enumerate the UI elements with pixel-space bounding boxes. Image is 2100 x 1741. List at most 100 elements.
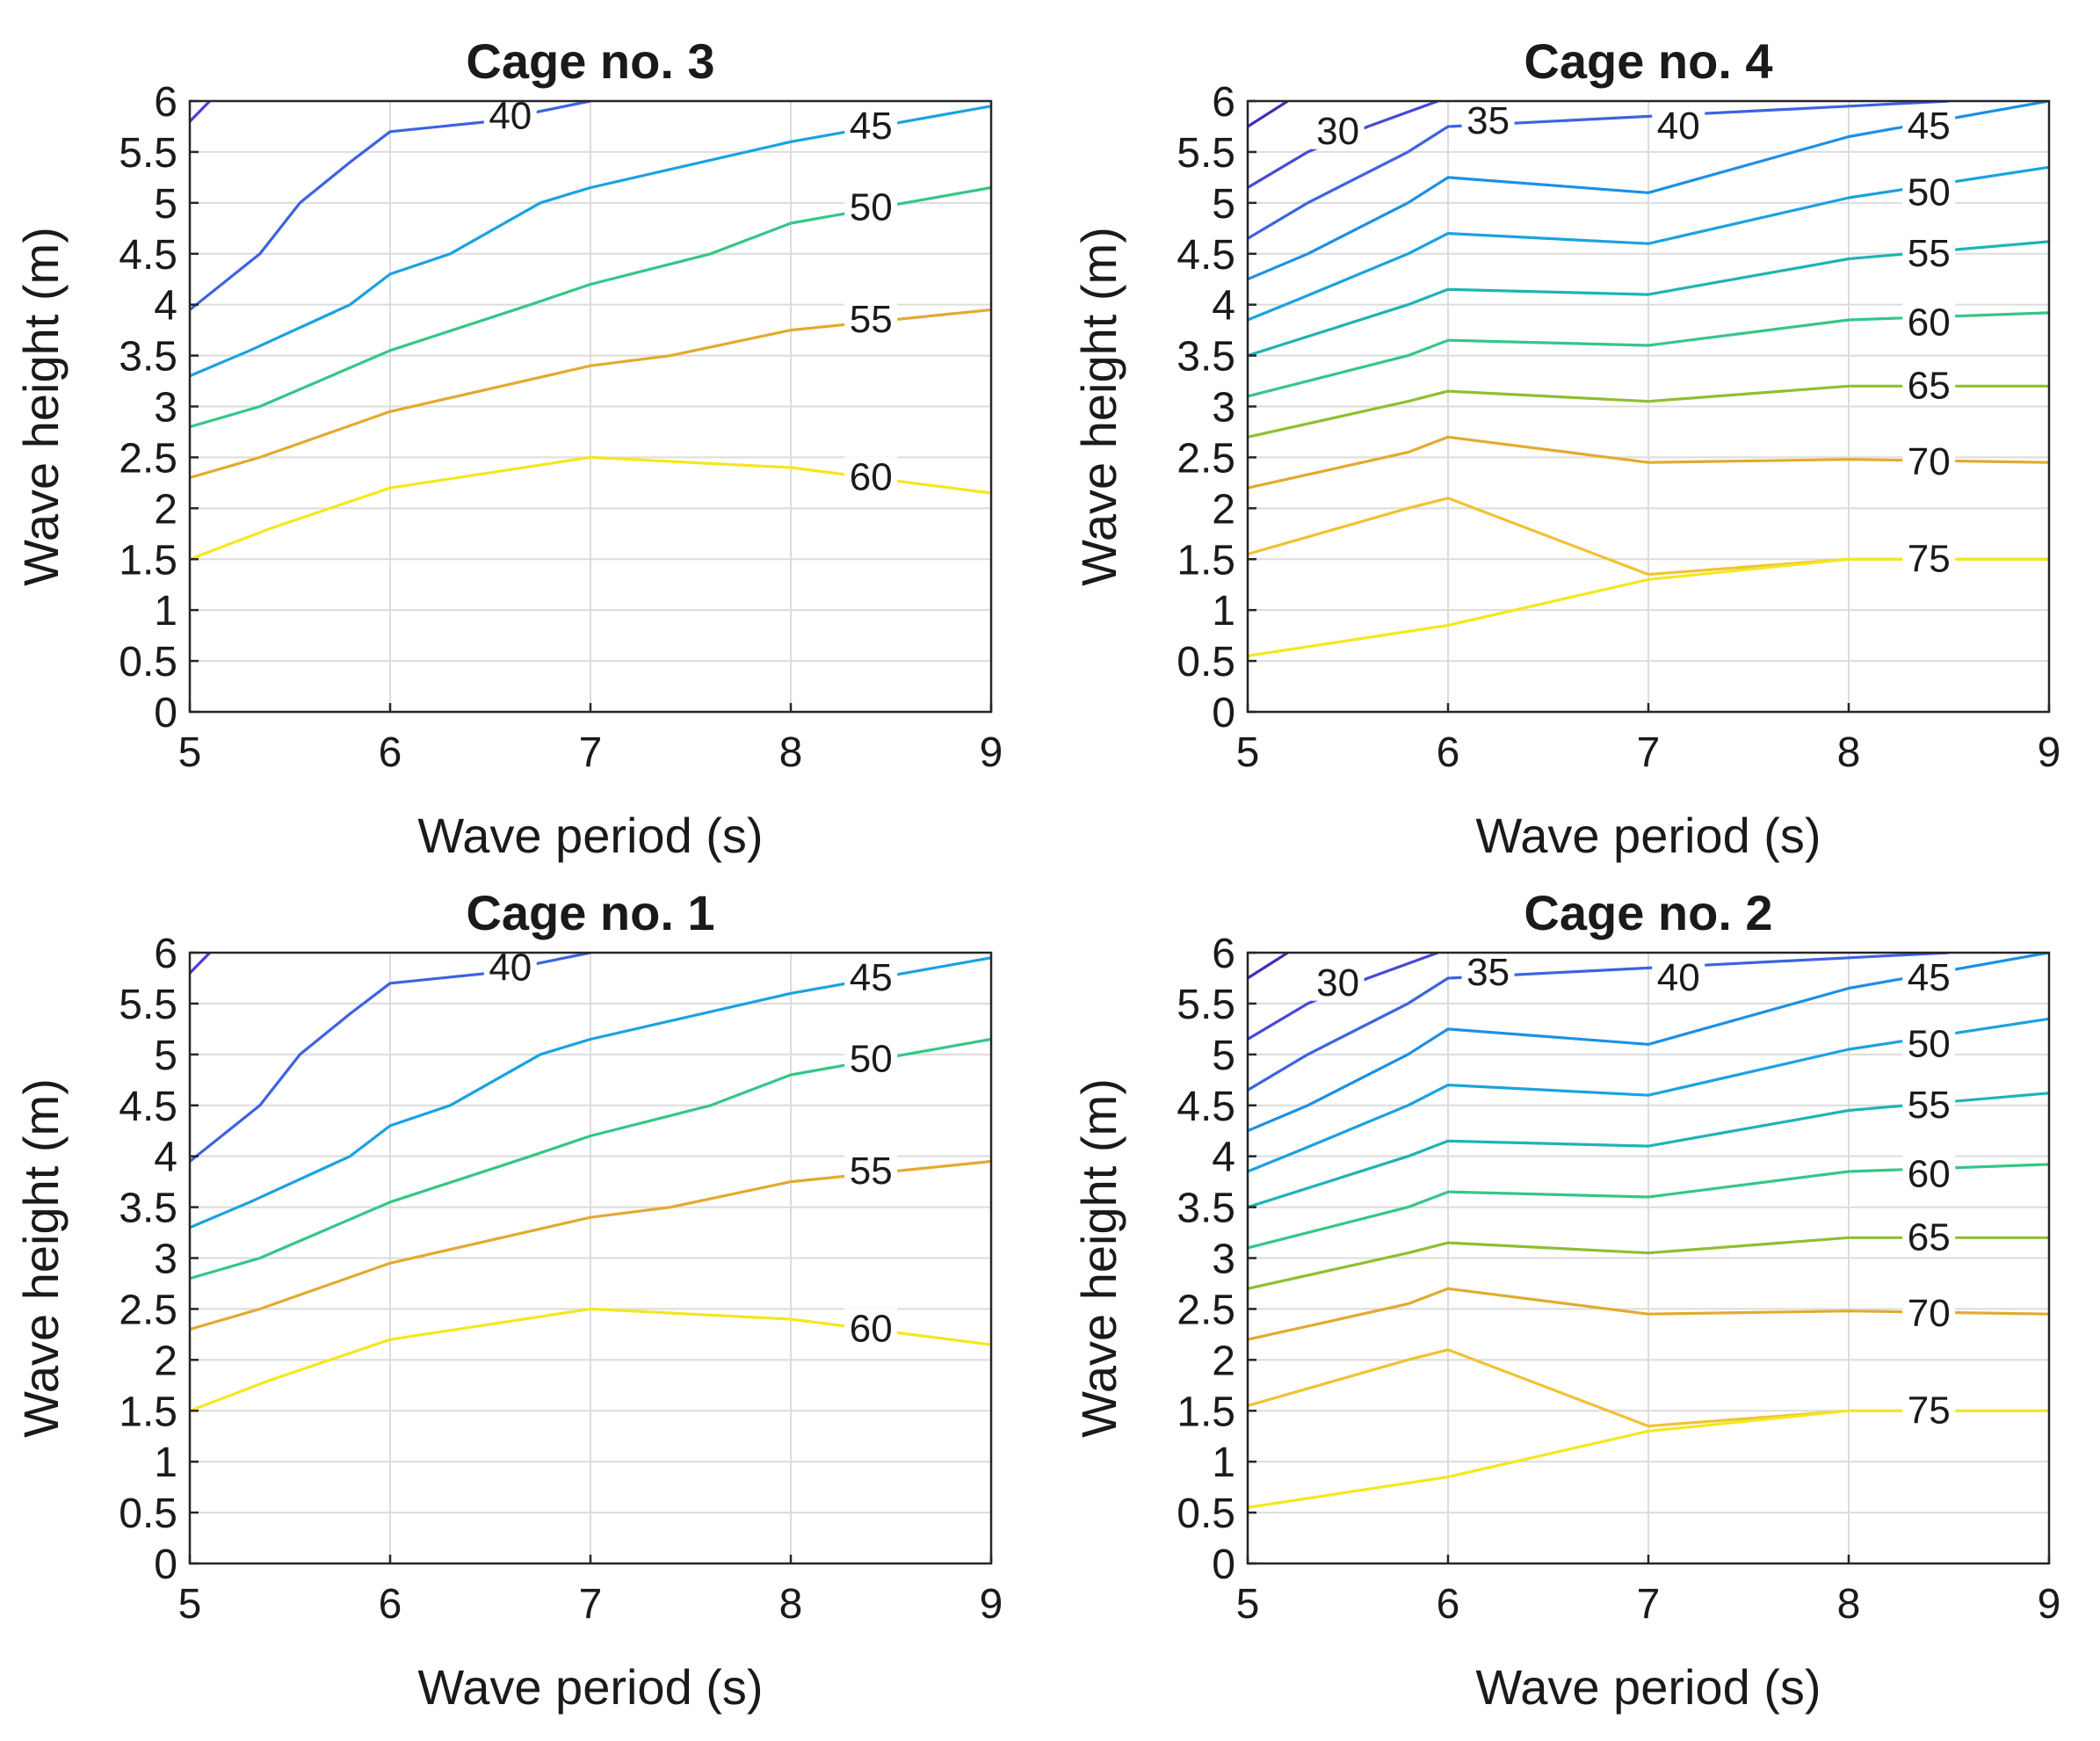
x-tick-label: 5: [178, 1581, 202, 1628]
contour-label-bg: [844, 1308, 898, 1347]
x-tick-label: 6: [1437, 729, 1460, 776]
y-tick-label: 6: [1212, 79, 1235, 126]
contour-label-bg: [1902, 1084, 1956, 1123]
contour-label-bg: [1902, 1293, 1956, 1332]
y-tick-label: 4: [154, 283, 177, 330]
y-tick-label: 1.5: [1177, 537, 1235, 584]
contour-line-45: [190, 956, 991, 1230]
y-tick-label: 2: [1212, 1338, 1235, 1384]
contour-line-60: [1248, 1236, 2049, 1290]
contour-label-bg: [1461, 100, 1515, 140]
y-tick-label: 4: [154, 1135, 177, 1181]
contour-label-55: 55: [1908, 1084, 1951, 1127]
y-axis-label: Wave height (m): [13, 227, 69, 586]
y-tick-label: 3: [1212, 385, 1235, 432]
contour-label-bg: [1902, 171, 1956, 211]
x-tick-label: 7: [579, 729, 603, 776]
y-tick-label: 6: [154, 931, 177, 977]
contour-label-75: 75: [1908, 537, 1951, 580]
contour-line-45: [190, 105, 991, 378]
y-tick-label: 4.5: [119, 1084, 177, 1130]
contour-label-40: 40: [1657, 105, 1700, 148]
contour-label-45: 45: [850, 105, 893, 148]
y-tick-label: 5: [154, 181, 177, 228]
y-tick-label: 3: [154, 1237, 177, 1283]
contour-label-40: 40: [1657, 956, 1700, 999]
contour-label-50: 50: [850, 1038, 893, 1081]
contour-line-65: [1248, 435, 2049, 490]
y-tick-label: 3: [154, 385, 177, 432]
contour-line-25: [1248, 101, 1289, 128]
contour-label-bg: [1461, 952, 1515, 991]
chart-title: Cage no. 2: [1524, 885, 1772, 940]
x-tick-label: 6: [379, 1581, 402, 1628]
y-tick-label: 1: [1212, 588, 1235, 635]
y-tick-label: 4: [1212, 283, 1235, 330]
x-tick-label: 7: [579, 1581, 603, 1628]
x-axis-label: Wave period (s): [417, 808, 763, 863]
contour-line-40: [1248, 101, 2049, 281]
y-tick-label: 3: [1212, 1237, 1235, 1283]
chart-title: Cage no. 1: [466, 885, 714, 940]
contour-label-30: 30: [1316, 110, 1359, 153]
contour-label-bg: [1652, 956, 1705, 996]
contour-label-65: 65: [1908, 364, 1951, 407]
contour-label-bg: [1311, 961, 1365, 1001]
chart-title: Cage no. 4: [1524, 33, 1772, 89]
y-tick-label: 0.5: [1177, 639, 1235, 686]
contour-line-40: [1248, 953, 2049, 1133]
x-tick-label: 5: [1236, 1581, 1260, 1628]
contour-label-bg: [1902, 1216, 1956, 1256]
y-tick-label: 1.5: [1177, 1389, 1235, 1435]
contour-label-bg: [844, 1038, 898, 1077]
y-tick-label: 4.5: [1177, 1084, 1235, 1130]
contour-line-60: [190, 1307, 991, 1412]
y-tick-label: 0: [1212, 1542, 1235, 1588]
contour-label-bg: [844, 956, 898, 996]
y-tick-label: 0.5: [119, 1491, 177, 1537]
y-tick-label: 0: [1212, 690, 1235, 736]
contour-line-65: [1248, 1287, 2049, 1341]
contour-label-bg: [1652, 105, 1705, 144]
contour-label-45: 45: [850, 956, 893, 999]
contour-line-50: [190, 185, 991, 429]
y-tick-label: 1: [154, 588, 177, 635]
contour-label-bg: [1902, 365, 1956, 404]
y-tick-label: 0.5: [119, 639, 177, 686]
contour-label-60: 60: [850, 456, 893, 499]
y-axis-label: Wave height (m): [1071, 1078, 1126, 1438]
x-axis-label: Wave period (s): [417, 1659, 763, 1715]
x-tick-label: 6: [379, 729, 402, 776]
contour-line-25: [1248, 953, 1289, 980]
x-tick-label: 8: [779, 729, 803, 776]
contour-label-50: 50: [1908, 170, 1951, 214]
y-tick-label: 4.5: [119, 232, 177, 279]
x-tick-label: 9: [980, 729, 1003, 776]
x-tick-label: 5: [1236, 729, 1260, 776]
x-axis-label: Wave period (s): [1475, 1659, 1821, 1715]
contour-label-35: 35: [1466, 99, 1510, 142]
contour-line-35: [1248, 101, 1950, 240]
y-tick-label: 6: [154, 79, 177, 126]
contour-label-45: 45: [1908, 105, 1951, 148]
y-tick-label: 4: [1212, 1135, 1235, 1181]
contour-line-55: [190, 308, 991, 480]
chart-title: Cage no. 3: [466, 33, 714, 89]
contour-label-bg: [1902, 1389, 1956, 1429]
y-tick-label: 0: [154, 690, 177, 736]
x-tick-label: 8: [1837, 1581, 1861, 1628]
contour-label-bg: [844, 105, 898, 144]
x-tick-label: 7: [1637, 729, 1661, 776]
contour-line-35: [1248, 953, 1950, 1092]
y-tick-label: 4.5: [1177, 232, 1235, 279]
contour-label-35: 35: [1466, 951, 1510, 994]
contour-label-bg: [1902, 441, 1956, 481]
contour-line-35: [190, 953, 211, 975]
contour-line-60: [1248, 384, 2049, 439]
contour-label-bg: [1902, 1153, 1956, 1193]
contour-line-35: [190, 101, 211, 123]
y-axis-label: Wave height (m): [13, 1078, 69, 1438]
